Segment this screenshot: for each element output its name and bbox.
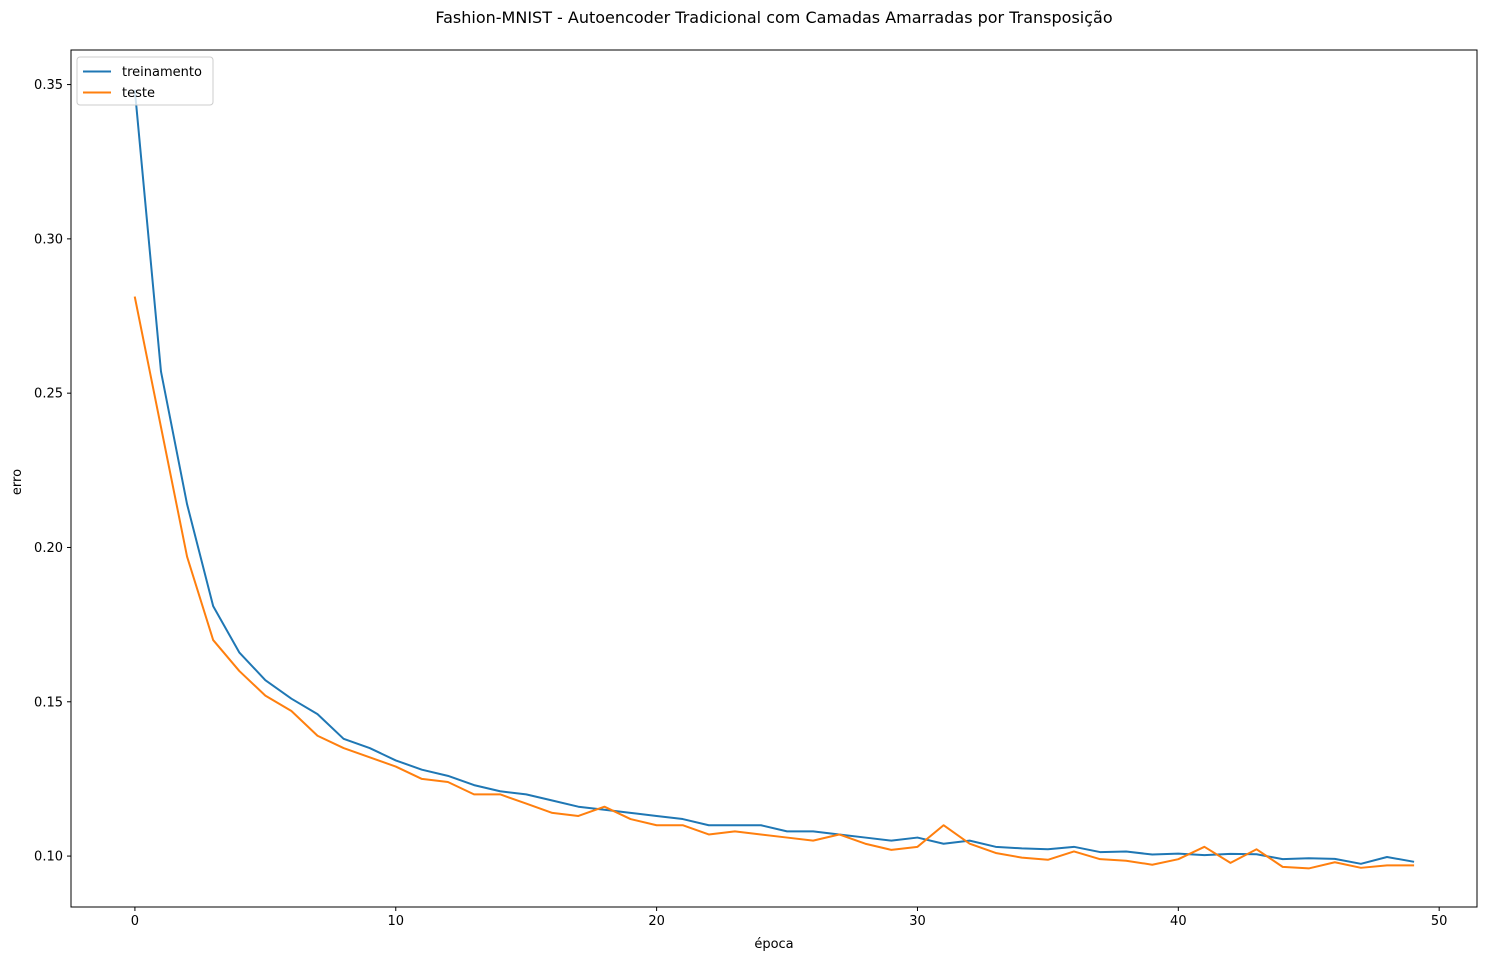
legend-label-teste: teste — [122, 86, 155, 101]
x-axis: 0 10 20 30 40 50 — [131, 907, 1448, 929]
x-tick-label: 10 — [387, 914, 404, 929]
x-tick-label: 20 — [648, 914, 665, 929]
legend: treinamento teste — [76, 56, 214, 106]
x-tick-label: 50 — [1431, 914, 1448, 929]
x-axis-title: época — [754, 937, 793, 952]
series-line-treinamento — [133, 89, 1415, 865]
x-tick-label: 0 — [131, 914, 139, 929]
y-axis: 0.10 0.15 0.20 0.25 0.30 0.35 — [34, 78, 71, 865]
y-tick-label: 0.35 — [34, 78, 63, 93]
y-tick-label: 0.25 — [34, 387, 63, 402]
plot-area — [70, 49, 1478, 908]
y-tick-label: 0.30 — [34, 232, 63, 247]
series-layer — [133, 89, 1415, 870]
y-axis-title: erro — [10, 469, 25, 495]
y-tick-label: 0.20 — [34, 541, 63, 556]
y-tick-label: 0.10 — [34, 850, 63, 865]
chart-title: Fashion-MNIST - Autoencoder Tradicional … — [435, 8, 1112, 27]
x-tick-label: 30 — [909, 914, 926, 929]
x-tick-label: 40 — [1170, 914, 1187, 929]
series-line-teste — [133, 296, 1415, 870]
y-tick-label: 0.15 — [34, 695, 63, 710]
legend-label-treinamento: treinamento — [122, 65, 202, 80]
